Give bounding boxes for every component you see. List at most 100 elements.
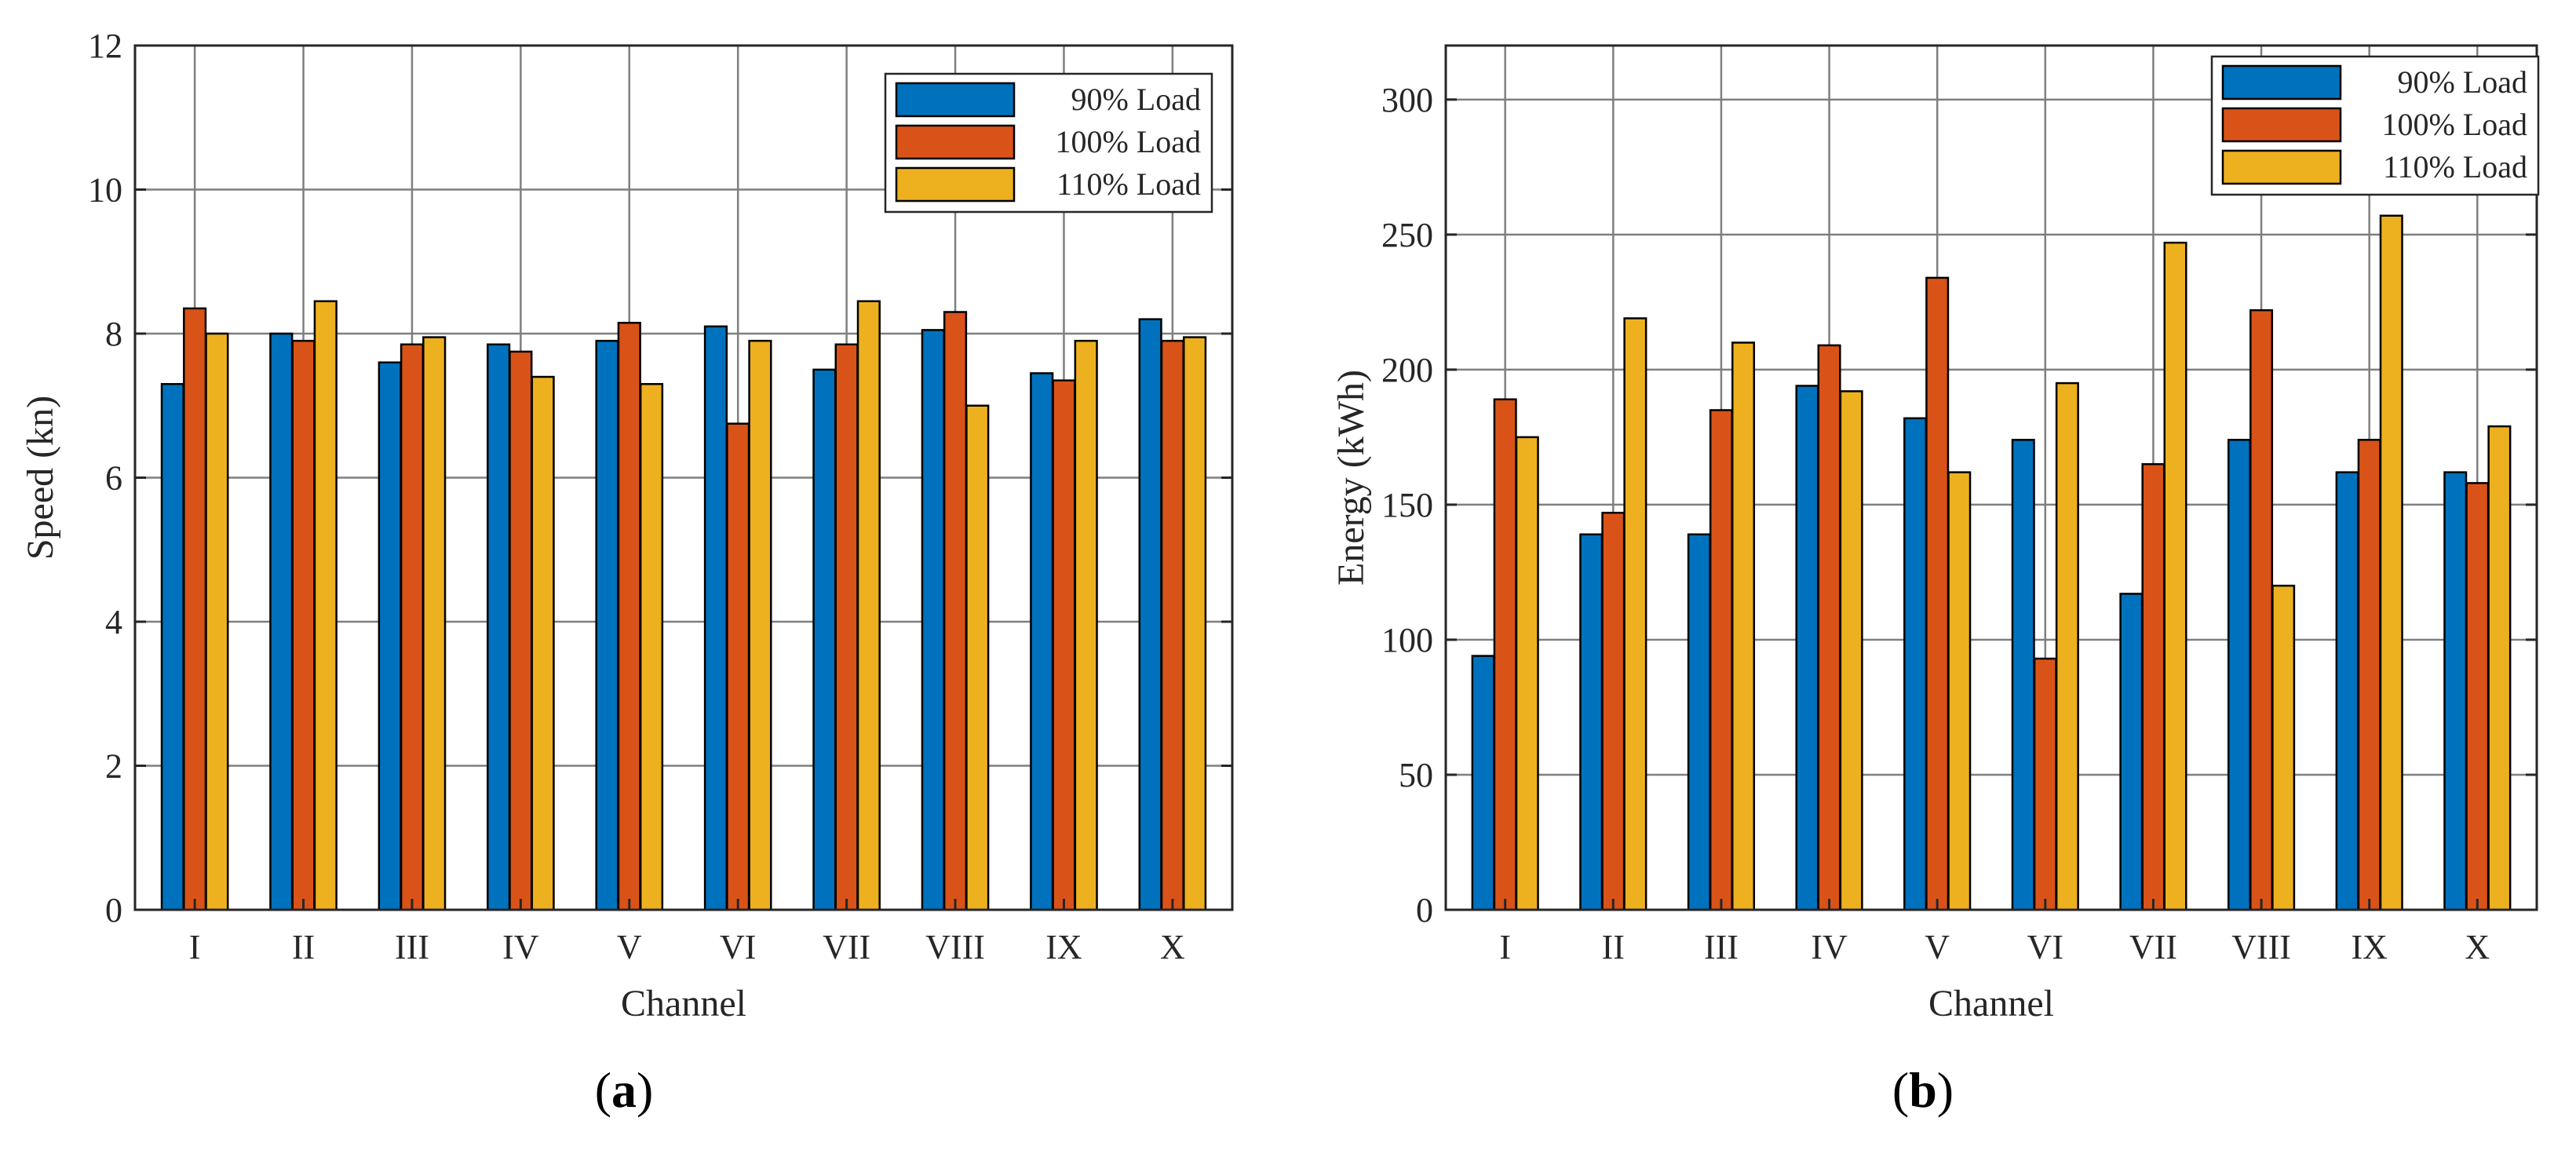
y-axis-title: Energy (kWh) — [1330, 370, 1372, 586]
bar-b-s2-vi — [2033, 657, 2057, 911]
bar-b-s1-vii — [2119, 593, 2144, 911]
legend-swatch-3 — [2221, 149, 2342, 185]
bar-b-s3-vii — [2163, 241, 2187, 911]
bar-a-s3-iv — [531, 375, 555, 911]
x-tick-label: X — [2465, 928, 2490, 966]
y-tick-label: 12 — [88, 27, 122, 65]
bar-b-s2-vii — [2141, 463, 2166, 911]
bar-a-s1-iii — [378, 361, 402, 911]
legend-swatch-1 — [895, 82, 1016, 118]
bar-b-s3-ix — [2379, 214, 2403, 911]
x-tick-label: I — [1499, 928, 1511, 966]
panel-label-b: (b) — [1892, 1062, 1954, 1118]
bar-b-s1-ii — [1579, 533, 1604, 911]
axes-box — [1444, 44, 2538, 911]
bar-b-s3-ii — [1623, 317, 1647, 911]
bar-b-s3-iv — [1839, 390, 1863, 911]
x-tick-label: IX — [1045, 928, 1082, 966]
bar-b-s1-i — [1471, 655, 1495, 911]
bar-a-s1-iv — [487, 343, 511, 911]
y-tick-label: 100 — [1381, 621, 1433, 659]
bar-b-s1-v — [1903, 417, 1928, 911]
y-tick-label: 0 — [105, 891, 122, 929]
bar-a-s1-vi — [703, 325, 728, 911]
bar-a-s3-vi — [748, 339, 772, 911]
x-tick-label: VI — [720, 928, 756, 966]
bar-a-s1-viii — [921, 329, 945, 911]
bar-a-s2-iv — [509, 350, 533, 911]
legend-label-1: 90% Load — [2397, 64, 2527, 100]
bar-a-s3-i — [205, 332, 229, 911]
y-tick-label: 8 — [105, 315, 122, 353]
bar-b-s1-iv — [1795, 385, 1819, 911]
y-tick-label: 6 — [105, 459, 122, 498]
x-tick-label: VIII — [2231, 928, 2291, 966]
x-tick-label: X — [1160, 928, 1185, 966]
x-axis-title: Channel — [621, 983, 746, 1024]
bar-a-s3-ii — [313, 300, 338, 911]
x-tick-label: IV — [502, 928, 539, 966]
y-tick-label: 50 — [1399, 756, 1433, 794]
bar-b-s3-iii — [1731, 341, 1756, 911]
bar-a-s3-viii — [965, 404, 990, 911]
x-tick-label: VI — [2027, 928, 2063, 966]
bar-b-s2-ii — [1601, 511, 1626, 911]
legend-swatch-1 — [2221, 64, 2342, 100]
bar-b-s2-i — [1493, 398, 1517, 911]
legend-swatch-2 — [895, 124, 1016, 160]
bar-a-s3-vii — [856, 300, 881, 911]
bar-a-s2-viii — [943, 311, 968, 911]
y-tick-label: 250 — [1381, 216, 1433, 254]
bar-a-s2-x — [1160, 339, 1184, 911]
y-tick-label: 0 — [1416, 891, 1433, 929]
bar-a-s1-ii — [269, 332, 294, 911]
bar-a-s2-ii — [291, 339, 316, 911]
bar-b-s2-viii — [2249, 308, 2274, 911]
bar-a-s1-vii — [812, 368, 837, 911]
legend-swatch-3 — [895, 166, 1016, 203]
x-tick-label: II — [1602, 928, 1625, 966]
legend: 90% Load 100% Load 110% Load — [884, 72, 1213, 214]
bar-b-s3-v — [1947, 471, 1972, 911]
y-axis-title: Speed (kn) — [20, 396, 61, 560]
bar-a-s1-ix — [1030, 372, 1054, 911]
y-tick-label: 150 — [1381, 486, 1433, 524]
bar-a-s2-i — [183, 307, 207, 911]
x-axis-title: Channel — [1928, 983, 2054, 1024]
bar-b-s2-iii — [1709, 409, 1733, 911]
bar-a-s2-v — [617, 321, 641, 911]
bar-b-s3-i — [1515, 436, 1539, 911]
x-tick-label: IV — [1811, 928, 1848, 966]
x-tick-label: III — [395, 928, 429, 966]
bar-b-s2-x — [2465, 482, 2490, 911]
bar-b-s1-x — [2443, 471, 2468, 911]
x-tick-label: IX — [2351, 928, 2387, 966]
legend: 90% Load 100% Load 110% Load — [2210, 55, 2540, 196]
y-tick-label: 2 — [105, 747, 122, 786]
legend-swatch-2 — [2221, 107, 2342, 143]
bar-b-s3-vi — [2055, 382, 2079, 911]
bar-a-s1-v — [595, 339, 619, 911]
bar-a-s2-iii — [400, 343, 425, 911]
x-tick-label: VIII — [925, 928, 985, 966]
bar-b-s3-x — [2487, 425, 2512, 911]
bar-b-s2-iv — [1817, 344, 1841, 911]
legend-label-1: 90% Load — [1071, 82, 1201, 117]
bar-a-s2-ix — [1052, 379, 1076, 911]
panel-label-a: (a) — [595, 1062, 654, 1118]
legend-label-2: 100% Load — [1055, 124, 1201, 159]
x-tick-label: V — [1925, 928, 1950, 966]
bar-a-s3-v — [639, 382, 664, 911]
legend-label-3: 110% Load — [2383, 149, 2527, 184]
bar-b-s2-v — [1925, 276, 1950, 911]
x-tick-label: V — [617, 928, 642, 966]
bar-b-s1-iii — [1687, 533, 1711, 911]
legend-label-2: 100% Load — [2381, 107, 2527, 142]
legend-label-3: 110% Load — [1056, 166, 1201, 202]
bar-b-s1-ix — [2335, 471, 2359, 911]
x-tick-label: II — [292, 928, 315, 966]
bar-b-s3-viii — [2271, 584, 2296, 911]
